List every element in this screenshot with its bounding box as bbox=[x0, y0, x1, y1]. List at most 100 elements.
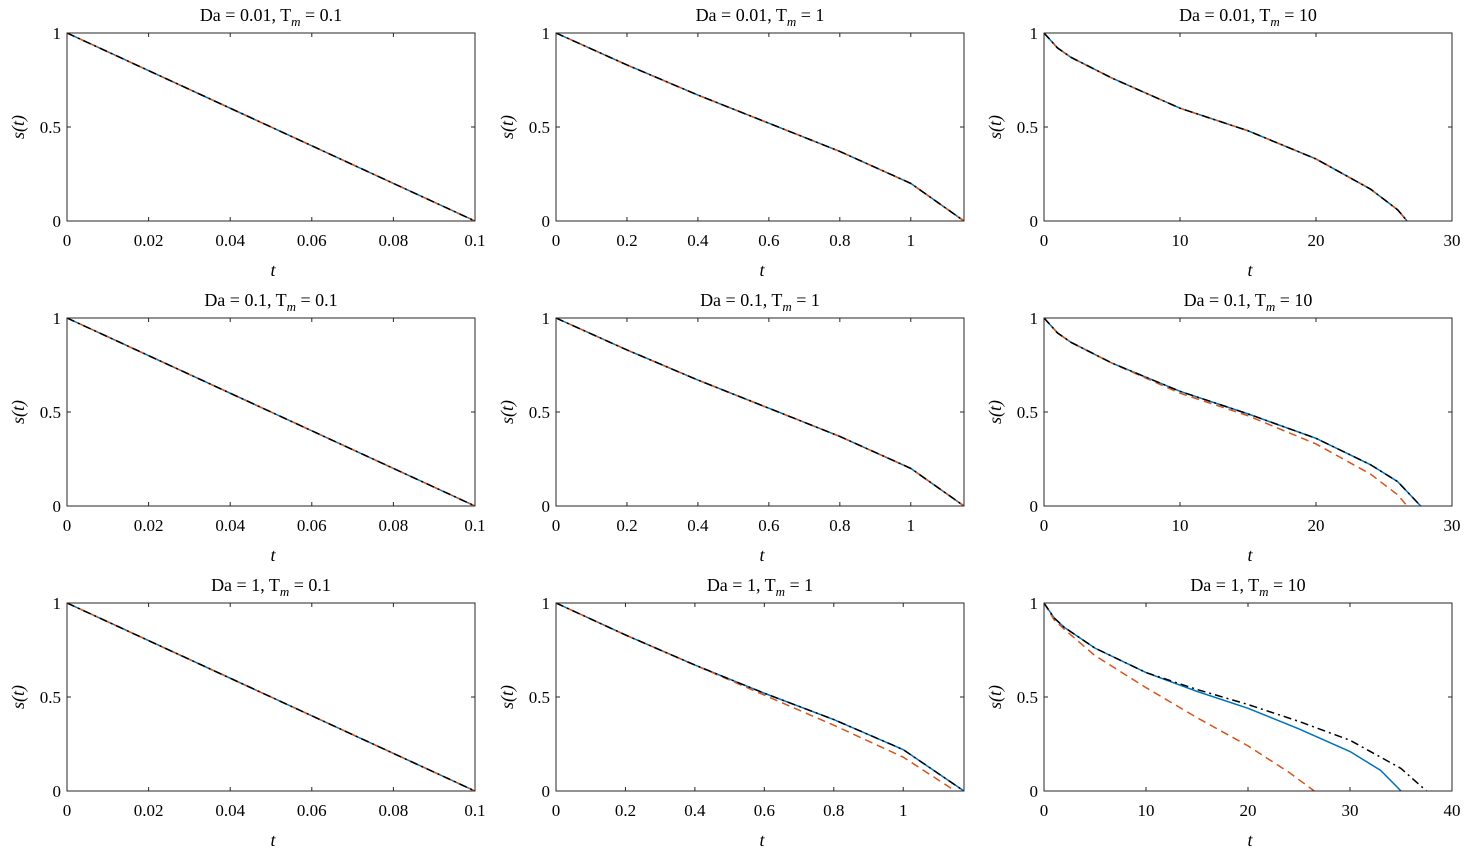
y-tick-label: 0 bbox=[53, 782, 62, 801]
x-tick-label: 0.2 bbox=[616, 516, 637, 535]
x-axis-label: t bbox=[1247, 545, 1253, 565]
series-line bbox=[555, 317, 965, 507]
x-tick-label: 0.06 bbox=[297, 801, 327, 820]
y-tick-label: 1 bbox=[1030, 24, 1039, 43]
title-part: = 1 bbox=[792, 290, 820, 310]
title-part: = 1 bbox=[796, 5, 824, 25]
x-tick-label: 1 bbox=[907, 516, 916, 535]
x-tick-label: 0.8 bbox=[829, 231, 850, 250]
subplot: Da = 0.1, Tm = 10 0 10 20 30 0 0.5 1 t s(t) bbox=[985, 290, 1461, 565]
y-tick-label: 1 bbox=[1030, 594, 1039, 613]
y-tick-label: 1 bbox=[53, 309, 62, 328]
y-tick-label: 0.5 bbox=[529, 688, 550, 707]
subplot-title: Da = 0.1, Tm = 0.1 bbox=[204, 290, 337, 314]
title-part: = 0.1 bbox=[296, 290, 338, 310]
title-part: Da = 0.01, T bbox=[200, 5, 291, 25]
x-tick-label: 0.6 bbox=[758, 516, 779, 535]
subplot: Da = 1, Tm = 0.1 0 0.02 0.04 0.06 0.08 0.1 0 0.5… bbox=[8, 575, 486, 850]
subplot-title: Da = 1, Tm = 1 bbox=[707, 575, 813, 599]
x-tick-label: 0 bbox=[63, 516, 72, 535]
y-tick-label: 0.5 bbox=[40, 403, 61, 422]
y-tick-label: 0 bbox=[542, 782, 551, 801]
title-part: Da = 1, T bbox=[211, 575, 280, 595]
x-tick-label: 20 bbox=[1240, 801, 1257, 820]
subplot: Da = 0.01, Tm = 10 0 10 20 30 0 0.5 1 t s(t) bbox=[985, 5, 1461, 280]
series-line bbox=[66, 32, 476, 222]
axes-box bbox=[1043, 32, 1453, 222]
title-part: m bbox=[776, 584, 785, 599]
y-axis-label: s(t) bbox=[8, 400, 29, 424]
y-tick-label: 0.5 bbox=[529, 118, 550, 137]
y-tick-label: 1 bbox=[53, 594, 62, 613]
title-part: Da = 0.1, T bbox=[1184, 290, 1266, 310]
title-part: = 10 bbox=[1280, 5, 1317, 25]
title-part: m bbox=[291, 14, 300, 29]
title-part: m bbox=[1266, 299, 1275, 314]
subplot-title: Da = 1, Tm = 10 bbox=[1190, 575, 1305, 599]
series-line bbox=[66, 602, 476, 792]
y-tick-label: 0.5 bbox=[40, 118, 61, 137]
x-tick-label: 0.1 bbox=[464, 516, 485, 535]
y-axis-label: s(t) bbox=[985, 400, 1006, 424]
x-axis-label: t bbox=[759, 545, 765, 565]
subplot-title: Da = 1, Tm = 0.1 bbox=[211, 575, 331, 599]
x-axis-label: t bbox=[270, 545, 276, 565]
title-part: Da = 0.1, T bbox=[700, 290, 782, 310]
x-axis-label: t bbox=[759, 260, 765, 280]
x-tick-label: 0 bbox=[1040, 516, 1049, 535]
y-tick-label: 0.5 bbox=[1017, 688, 1038, 707]
y-tick-label: 0 bbox=[1030, 782, 1039, 801]
x-tick-label: 30 bbox=[1444, 231, 1461, 250]
x-axis-label: t bbox=[759, 830, 765, 850]
title-part: = 0.1 bbox=[289, 575, 331, 595]
y-axis-label: s(t) bbox=[497, 685, 518, 709]
x-tick-label: 0.02 bbox=[134, 516, 164, 535]
x-tick-label: 1 bbox=[899, 801, 908, 820]
x-tick-label: 0.8 bbox=[823, 801, 844, 820]
y-tick-label: 0 bbox=[542, 212, 551, 231]
title-part: = 0.1 bbox=[301, 5, 343, 25]
title-part: Da = 0.01, T bbox=[696, 5, 787, 25]
x-tick-label: 0.08 bbox=[379, 516, 409, 535]
series-line bbox=[1043, 602, 1402, 792]
subplot-title: Da = 0.01, Tm = 1 bbox=[696, 5, 825, 29]
x-tick-label: 0.2 bbox=[615, 801, 636, 820]
x-tick-label: 0.4 bbox=[684, 801, 706, 820]
y-tick-label: 1 bbox=[542, 309, 551, 328]
series-line bbox=[1043, 317, 1422, 507]
y-axis-label: s(t) bbox=[497, 115, 518, 139]
x-tick-label: 0.08 bbox=[379, 801, 409, 820]
x-axis-label: t bbox=[270, 260, 276, 280]
title-part: m bbox=[1259, 584, 1268, 599]
x-tick-label: 0 bbox=[63, 801, 72, 820]
title-part: Da = 0.01, T bbox=[1179, 5, 1270, 25]
series-line bbox=[1043, 32, 1408, 222]
title-part: m bbox=[280, 584, 289, 599]
x-tick-label: 0 bbox=[552, 516, 561, 535]
x-tick-label: 0.4 bbox=[687, 231, 709, 250]
x-tick-label: 30 bbox=[1342, 801, 1359, 820]
series-line bbox=[66, 317, 476, 507]
x-tick-label: 0.4 bbox=[687, 516, 709, 535]
y-axis-label: s(t) bbox=[985, 685, 1006, 709]
x-tick-label: 0 bbox=[552, 801, 561, 820]
title-part: = 1 bbox=[785, 575, 813, 595]
subplot-title: Da = 0.1, Tm = 1 bbox=[700, 290, 820, 314]
x-axis-label: t bbox=[1247, 830, 1253, 850]
subplot-title: Da = 0.1, Tm = 10 bbox=[1184, 290, 1313, 314]
y-tick-label: 1 bbox=[542, 594, 551, 613]
subplot: Da = 1, Tm = 1 0 0.2 0.4 0.6 0.8 1 0 0.5 1 t s(t) bbox=[497, 575, 965, 850]
x-tick-label: 0.04 bbox=[215, 801, 245, 820]
x-tick-label: 0.1 bbox=[464, 231, 485, 250]
x-axis-label: t bbox=[270, 830, 276, 850]
subplot: Da = 0.1, Tm = 1 0 0.2 0.4 0.6 0.8 1 0 0.5 1 t s(t) bbox=[497, 290, 965, 565]
x-tick-label: 0.06 bbox=[297, 516, 327, 535]
y-tick-label: 0.5 bbox=[1017, 403, 1038, 422]
y-tick-label: 1 bbox=[542, 24, 551, 43]
y-tick-label: 1 bbox=[53, 24, 62, 43]
x-tick-label: 0.2 bbox=[616, 231, 637, 250]
x-tick-label: 0.6 bbox=[758, 231, 779, 250]
title-part: Da = 1, T bbox=[1190, 575, 1259, 595]
x-tick-label: 10 bbox=[1138, 801, 1155, 820]
